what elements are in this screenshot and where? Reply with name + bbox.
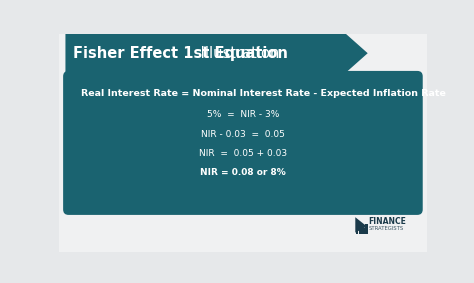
Text: Fisher Effect 1st Equation: Fisher Effect 1st Equation <box>73 46 288 61</box>
Polygon shape <box>356 217 367 233</box>
Text: Real Interest Rate = Nominal Interest Rate - Expected Inflation Rate: Real Interest Rate = Nominal Interest Ra… <box>81 89 446 98</box>
Bar <box>359 226 362 234</box>
Text: NIR  =  0.05 + 0.03: NIR = 0.05 + 0.03 <box>199 149 287 158</box>
Bar <box>356 230 358 234</box>
Text: NIR - 0.03  =  0.05: NIR - 0.03 = 0.05 <box>201 130 285 139</box>
FancyBboxPatch shape <box>63 71 423 215</box>
Text: Illustration: Illustration <box>196 46 279 61</box>
Text: NIR = 0.08 or 8%: NIR = 0.08 or 8% <box>200 168 286 177</box>
Polygon shape <box>65 34 368 72</box>
Bar <box>362 228 365 234</box>
FancyBboxPatch shape <box>58 33 428 253</box>
Text: FINANCE: FINANCE <box>368 217 406 226</box>
Bar <box>365 224 368 234</box>
Text: STRATEGISTS: STRATEGISTS <box>368 226 404 230</box>
Text: 5%  =  NIR - 3%: 5% = NIR - 3% <box>207 110 279 119</box>
